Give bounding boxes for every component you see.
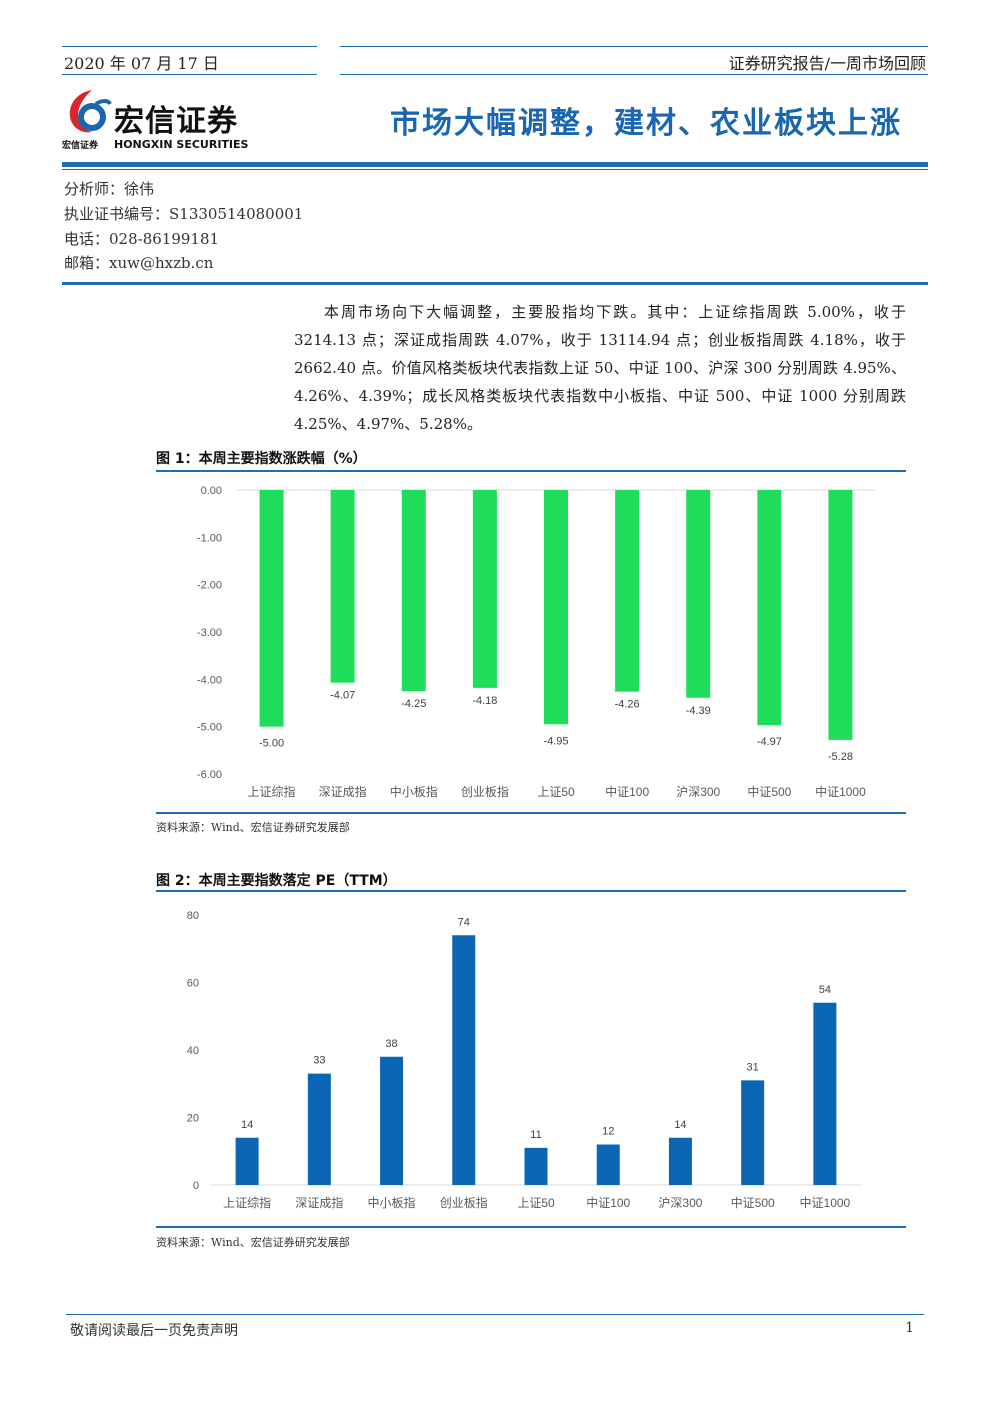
x-tick-label: 中证500 <box>747 784 791 799</box>
header-rule-top-right <box>340 46 928 47</box>
chart-1-returns: 0.00 -1.00 -2.00 -3.00 -4.00 -5.00 -6.00 -5.00 上… <box>197 485 876 799</box>
figure-1-source: 资料来源：Wind、宏信证券研究发展部 <box>156 821 350 834</box>
bar <box>452 935 476 1185</box>
bar <box>615 490 640 692</box>
bar <box>828 490 853 740</box>
x-tick-label: 中证1000 <box>800 1195 851 1210</box>
y-tick-label: 0.00 <box>201 485 222 497</box>
data-label: -4.25 <box>401 698 426 710</box>
bar <box>259 490 284 727</box>
title-divider <box>62 162 928 167</box>
logo-text-cn: 宏信证券 <box>114 104 238 139</box>
bar <box>596 1144 620 1185</box>
y-tick-label: -4.00 <box>197 674 222 686</box>
bar <box>472 490 497 688</box>
y-tick-label: 0 <box>193 1180 199 1192</box>
data-label: 14 <box>674 1119 686 1131</box>
bar <box>380 1056 404 1185</box>
bar <box>757 490 782 726</box>
y-tick-label: 20 <box>187 1113 199 1125</box>
page-number: 1 <box>905 1320 914 1336</box>
bar <box>330 490 355 683</box>
data-label: 54 <box>819 984 831 996</box>
x-tick-label: 沪深300 <box>676 785 720 799</box>
bar <box>668 1137 692 1185</box>
data-label: -4.18 <box>472 695 497 707</box>
data-label: 31 <box>747 1061 759 1073</box>
x-tick-label: 创业板指 <box>461 784 509 799</box>
bar <box>524 1147 548 1185</box>
footer-disclaimer: 敬请阅读最后一页免责声明 <box>70 1323 238 1339</box>
header-rule-bottom-right <box>340 74 928 75</box>
figure-2-title: 图 2：本周主要指数落定 PE（TTM） <box>156 873 397 889</box>
y-tick-label: -1.00 <box>197 532 222 544</box>
bar <box>544 490 568 725</box>
x-tick-label: 创业板指 <box>440 1195 488 1210</box>
data-label: -5.00 <box>259 738 284 750</box>
data-label: 14 <box>241 1119 253 1131</box>
analyst-name: 分析师：徐伟 <box>64 180 155 198</box>
logo-emblem-icon <box>69 90 112 133</box>
bar <box>741 1080 765 1185</box>
data-label: 12 <box>602 1126 614 1138</box>
data-label: 38 <box>385 1038 397 1050</box>
x-tick-label: 沪深300 <box>658 1196 702 1210</box>
analyst-cert: 执业证书编号：S1330514080001 <box>64 205 304 223</box>
bar <box>686 490 711 698</box>
y-tick-label: 40 <box>187 1045 199 1057</box>
figure-1-title: 图 1：本周主要指数涨跌幅（%） <box>156 451 367 467</box>
data-label: -4.07 <box>330 690 355 702</box>
bar <box>813 1002 837 1185</box>
x-tick-label: 深证成指 <box>319 784 367 799</box>
chart-2-pe: 0 20 40 60 80 14 上证综指 33 深证成指 38 中小板指 74 创业板指 11 上证50 1… <box>187 910 861 1210</box>
x-tick-label: 中证100 <box>586 1195 630 1210</box>
figure-2-source: 资料来源：Wind、宏信证券研究发展部 <box>156 1236 350 1249</box>
summary-paragraph: 本周市场向下大幅调整，主要股指均下跌。其中：上证综指周跌 5.00%，收于 32… <box>294 303 906 433</box>
figure-2-top-rule <box>156 890 906 892</box>
data-label: -4.97 <box>757 736 782 748</box>
analyst-email: 邮箱：xuw@hxzb.cn <box>64 254 214 272</box>
y-tick-label: 60 <box>187 978 199 990</box>
y-tick-label: 80 <box>187 910 199 922</box>
report-date: 2020 年 07 月 17 日 <box>64 54 219 73</box>
report-title: 市场大幅调整，建材、农业板块上涨 <box>390 106 902 141</box>
x-tick-label: 上证综指 <box>223 1195 271 1210</box>
x-tick-label: 中小板指 <box>390 784 438 799</box>
x-tick-label: 中证500 <box>731 1195 775 1210</box>
x-tick-label: 深证成指 <box>295 1195 343 1210</box>
bar <box>307 1073 331 1185</box>
analyst-phone: 电话：028-86199181 <box>64 230 220 248</box>
x-tick-label: 上证综指 <box>248 784 296 799</box>
data-label: 11 <box>530 1129 541 1141</box>
data-label: -4.26 <box>615 699 640 711</box>
data-label: 33 <box>313 1055 325 1067</box>
x-tick-label: 中证100 <box>605 784 649 799</box>
y-tick-label: -5.00 <box>197 722 222 734</box>
figure-1-bottom-rule <box>156 812 906 814</box>
figure-2-bottom-rule <box>156 1226 906 1228</box>
data-label: -4.95 <box>543 735 568 747</box>
x-tick-label: 中小板指 <box>368 1195 416 1210</box>
x-tick-label: 中证1000 <box>815 784 866 799</box>
report-type: 证券研究报告/一周市场回顾 <box>728 54 926 73</box>
data-label: -5.28 <box>828 751 853 763</box>
y-tick-label: -3.00 <box>197 627 222 639</box>
header-rule-bottom-left <box>62 74 317 75</box>
data-label: -4.39 <box>686 705 711 717</box>
figure-1-top-rule <box>156 470 906 472</box>
footer-rule <box>66 1314 924 1315</box>
logo-text-small: 宏信证券 <box>62 141 99 151</box>
x-tick-label: 上证50 <box>537 785 575 799</box>
title-divider-thin <box>62 169 928 170</box>
header-rule-top-left <box>62 46 317 47</box>
bar <box>235 1137 259 1185</box>
y-tick-label: -6.00 <box>197 769 222 781</box>
logo-text-en: HONGXIN SECURITIES <box>114 138 249 151</box>
analyst-divider <box>62 282 928 285</box>
y-tick-label: -2.00 <box>197 580 222 592</box>
company-logo: 宏信证券 宏信证券 HONGXIN SECURITIES <box>62 86 272 152</box>
bar <box>401 490 426 692</box>
x-tick-label: 上证50 <box>517 1196 555 1210</box>
data-label: 74 <box>458 916 470 928</box>
